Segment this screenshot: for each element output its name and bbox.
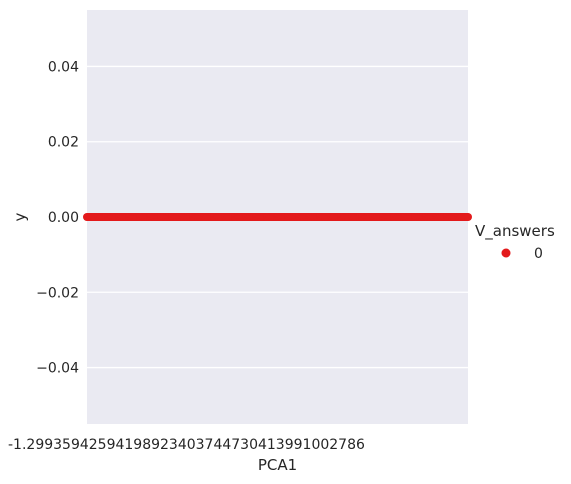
y-tick-label: −0.04 — [36, 361, 79, 377]
legend-title: V_answers — [475, 222, 555, 241]
x-axis-tick-labels: -1.2993594259419892340374473041399100278… — [8, 437, 365, 453]
y-tick-label: −0.02 — [36, 285, 79, 301]
y-tick-label: 0.00 — [48, 210, 79, 226]
legend-label: 0 — [534, 246, 543, 262]
data-point — [464, 213, 472, 221]
x-axis-label: PCA1 — [258, 456, 297, 474]
legend-marker — [501, 248, 511, 258]
data-points — [83, 213, 472, 221]
y-tick-label: 0.04 — [48, 59, 79, 75]
y-axis-label: y — [11, 212, 29, 221]
y-tick-label: 0.02 — [48, 135, 79, 151]
y-axis-ticks: −0.04 −0.02 0.00 0.02 0.04 — [36, 59, 79, 376]
